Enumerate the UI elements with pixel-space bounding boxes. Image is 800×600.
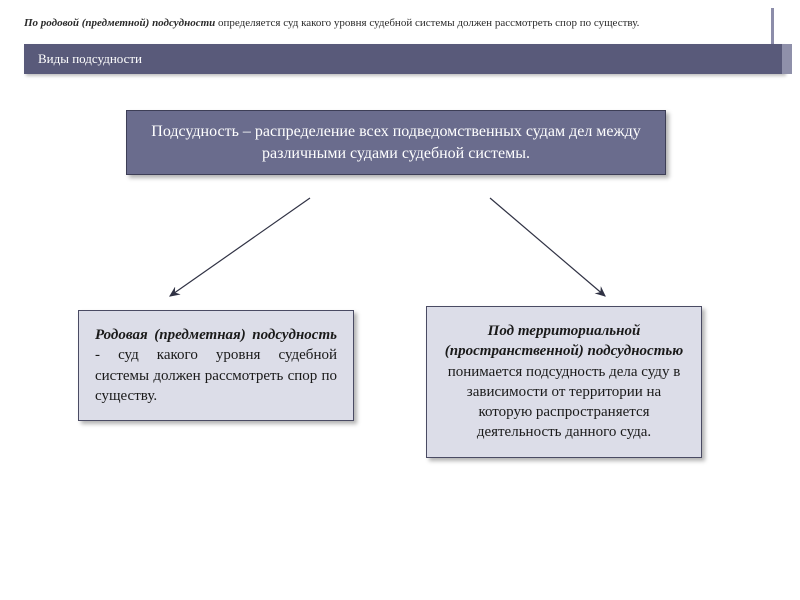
right-box-lead: Под территориальной (пространственной) п… <box>445 323 683 359</box>
arrows-svg <box>0 188 800 318</box>
definition-box: Подсудность – распределение всех подведо… <box>126 110 666 175</box>
arrow-left <box>170 198 310 296</box>
header-text: По родовой (предметной) подсудности опре… <box>24 16 776 30</box>
arrow-right <box>490 198 605 296</box>
right-box: Под территориальной (пространственной) п… <box>426 306 702 458</box>
header-bold: По родовой (предметной) подсудности <box>24 17 215 29</box>
left-box-rest: - суд какого уровня судебной системы дол… <box>95 347 337 404</box>
title-accent <box>782 44 792 74</box>
definition-text: Подсудность – распределение всех подведо… <box>151 123 640 162</box>
title-bar: Виды подсудности <box>24 44 784 74</box>
title-bar-label: Виды подсудности <box>38 51 142 66</box>
header-rest: определяется суд какого уровня судебной … <box>215 17 639 29</box>
left-box-lead: Родовая (предметная) подсудность <box>95 327 337 343</box>
right-box-rest: понимается подсудность дела суду в завис… <box>448 364 681 441</box>
left-box: Родовая (предметная) подсудность - суд к… <box>78 310 354 421</box>
